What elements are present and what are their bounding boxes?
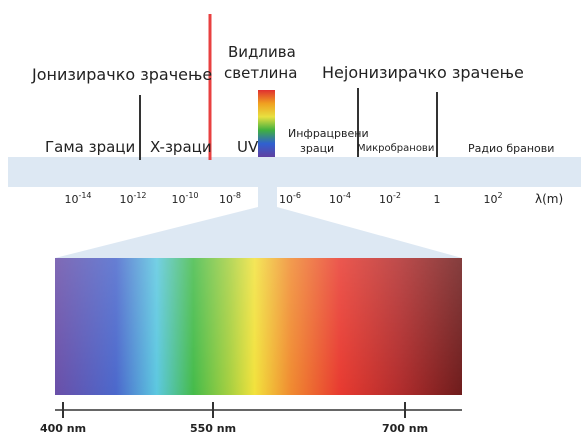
- region-label: Микробранови: [357, 143, 434, 154]
- visible-bar: [258, 90, 275, 157]
- scale-exponent: 2: [497, 191, 502, 200]
- scale-base: 10: [64, 193, 78, 206]
- scale-exponent: -8: [233, 191, 241, 200]
- scale-label: 1: [434, 193, 441, 206]
- region-label: UV: [237, 138, 259, 156]
- scale-label: 10-8: [219, 191, 241, 206]
- nm-label: 400 nm: [40, 422, 86, 435]
- scale-base: 10: [329, 193, 343, 206]
- nm-label: 550 nm: [190, 422, 236, 435]
- heading: Нејонизирачко зрачење: [322, 63, 524, 82]
- scale-exponent: -2: [393, 191, 401, 200]
- scale-exponent: -4: [343, 191, 351, 200]
- scale-base: 10: [171, 193, 185, 206]
- scale-exponent: -6: [293, 191, 301, 200]
- scale-base: 1: [434, 193, 441, 206]
- region-label: зраци: [300, 142, 334, 155]
- scale-label: 10-4: [329, 191, 351, 206]
- scale-base: 10: [219, 193, 233, 206]
- spectrum-haze: [55, 258, 462, 395]
- heading: светлина: [224, 64, 297, 82]
- scale-label: 10-6: [279, 191, 301, 206]
- region-label: Радио бранови: [468, 142, 554, 155]
- scale-label: 10-12: [119, 191, 146, 206]
- region-label: Гама зраци: [45, 138, 135, 156]
- scale-base: 10: [379, 193, 393, 206]
- region-label: X-зраци: [150, 138, 212, 156]
- nm-label: 700 nm: [382, 422, 428, 435]
- band: [8, 157, 581, 187]
- heading: Јонизирачко зрачење: [31, 65, 212, 84]
- scale-base: 10: [483, 193, 497, 206]
- spectrum-diagram: Јонизирачко зрачење Видлива светлина Неј…: [0, 0, 581, 437]
- scale-label: 102: [483, 191, 502, 206]
- scale-exponent: -14: [78, 191, 91, 200]
- scale-label: 10-14: [64, 191, 91, 206]
- scale-base: 10: [279, 193, 293, 206]
- scale-label: 10-2: [379, 191, 401, 206]
- unit-label: λ(m): [535, 192, 563, 206]
- scale-label: 10-10: [171, 191, 198, 206]
- scale-base: 10: [119, 193, 133, 206]
- heading: Видлива: [228, 43, 296, 61]
- scale-exponent: -10: [185, 191, 198, 200]
- region-label: Инфрацрвени: [288, 127, 369, 140]
- scale-exponent: -12: [133, 191, 146, 200]
